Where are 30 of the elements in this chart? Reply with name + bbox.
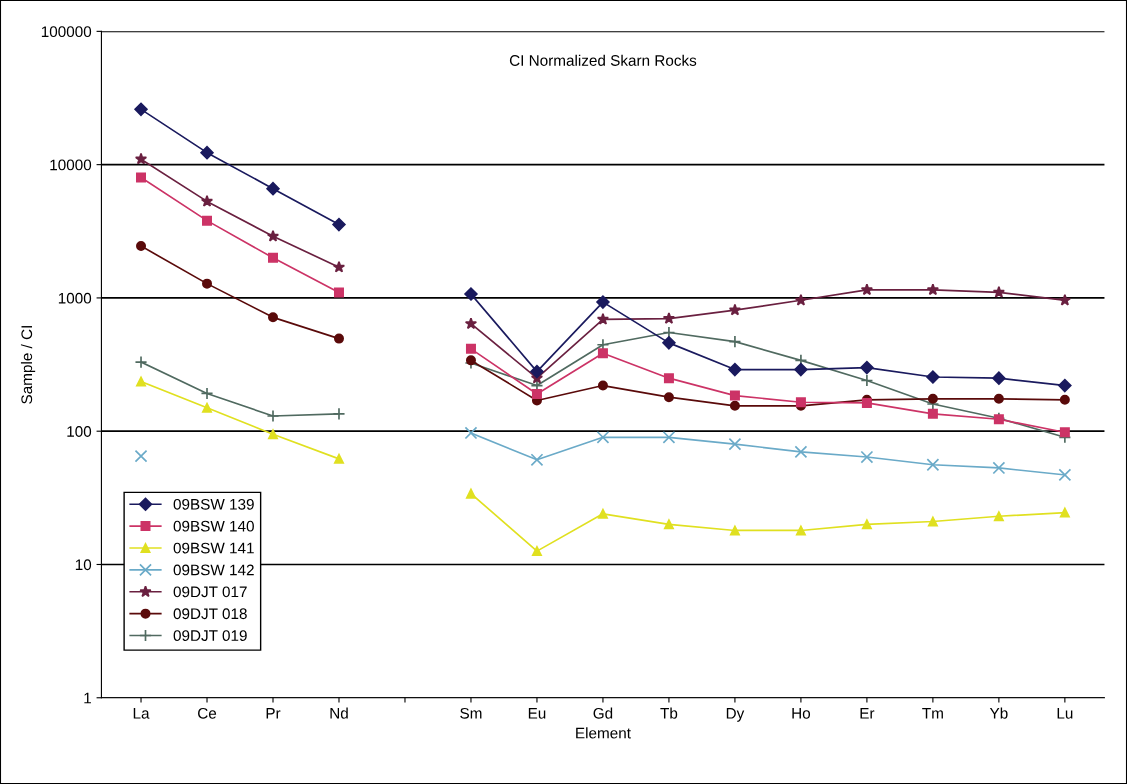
x-tick-label: Tb bbox=[660, 707, 678, 719]
y-tick-label: 10000 bbox=[50, 159, 92, 171]
legend-label: 09BSW 140 bbox=[173, 520, 254, 532]
legend-label: 09DJT 018 bbox=[173, 608, 247, 620]
y-tick-label: 1 bbox=[84, 692, 91, 704]
y-tick-label: 1000 bbox=[58, 292, 92, 304]
legend-label: 09BSW 142 bbox=[173, 564, 254, 576]
x-tick-label: La bbox=[133, 708, 150, 719]
x-tick-label: Gd bbox=[593, 707, 613, 719]
x-tick-label: Yb bbox=[989, 707, 1008, 719]
x-tick-label: Er bbox=[860, 708, 875, 719]
x-tick-label: Dy bbox=[726, 708, 745, 722]
legend-label: 09BSW 139 bbox=[173, 498, 254, 510]
y-axis-title: Sample / CI bbox=[20, 326, 36, 404]
y-tick-label: 100 bbox=[67, 426, 92, 437]
legend-label: 09BSW 141 bbox=[173, 542, 254, 554]
legend-label: 09DJT 017 bbox=[173, 586, 247, 598]
legend-label: 09DJT 019 bbox=[173, 630, 247, 642]
x-tick-label: Pr bbox=[266, 708, 281, 719]
x-tick-label: Tm bbox=[922, 708, 943, 719]
x-tick-label: Lu bbox=[1057, 708, 1073, 719]
x-axis-title: Element bbox=[576, 727, 631, 739]
x-tick-label: Ce bbox=[198, 707, 217, 719]
y-tick-label: 100000 bbox=[41, 26, 92, 38]
x-tick-label: Ho bbox=[792, 708, 811, 719]
x-tick-label: Nd bbox=[330, 707, 348, 719]
x-tick-label: Eu bbox=[528, 708, 546, 719]
text: CI Normalized Skarn Rocks bbox=[509, 54, 697, 66]
x-tick-label: Sm bbox=[460, 707, 482, 719]
y-tick-label: 10 bbox=[75, 559, 92, 571]
